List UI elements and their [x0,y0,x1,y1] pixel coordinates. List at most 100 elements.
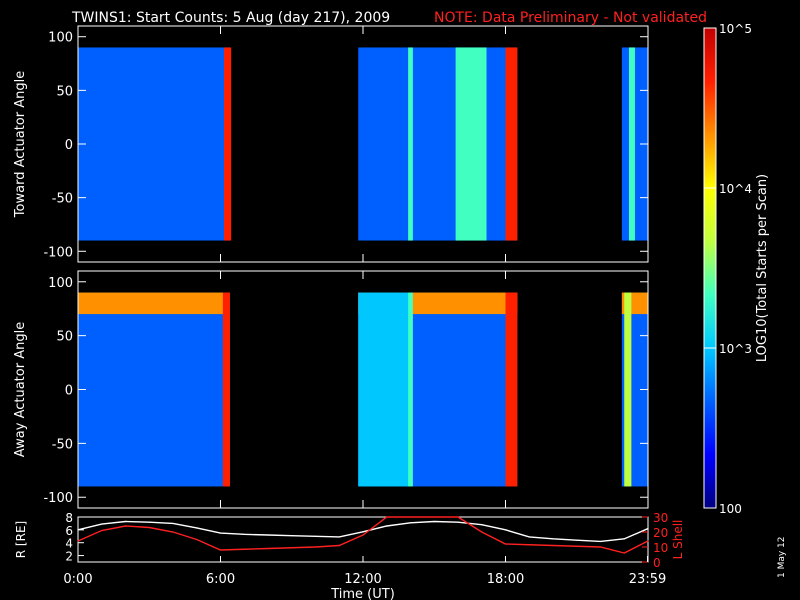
orbit-point-1-20 [599,546,602,548]
orbit-point-0-22 [599,540,602,543]
ytick-label-toward-0: 100 [48,31,73,46]
orbit-point-1-10 [314,546,317,548]
ytick-label-away-3: -50 [52,437,73,452]
time-tick-label-4: 23:59 [629,572,666,587]
colorbar-tick-label-1: 10^4 [719,182,752,196]
orbit-point-1-9 [291,547,293,549]
orbit-point-1-17 [528,544,530,546]
count-band-toward-1 [408,47,413,241]
orbit-point-1-13 [386,516,388,518]
colorbar-tick-label-2: 10^3 [719,342,752,356]
orbit-point-1-2 [124,525,127,527]
chart-title: TWINS1: Start Counts: 5 Aug (day 217), 2… [71,10,390,26]
colorbar-tick-label-3: 100 [719,502,742,516]
orbit-point-0-1 [101,523,103,525]
orbit-point-1-19 [576,545,578,547]
orbit-ytick-label-left-1: 6 [65,524,73,538]
ytick-label-toward-3: -50 [52,192,73,207]
orbit-point-1-1 [101,529,103,532]
orbit-point-0-3 [148,521,150,523]
data-block-toward-0 [78,47,230,241]
orbit-point-1-5 [196,538,198,541]
count-band-away-0 [222,292,230,487]
orbit-ytick-label-right-1: 20 [653,526,668,540]
count-band-away-4 [624,292,632,487]
ytick-label-away-2: 0 [65,384,73,399]
orbit-point-0-17 [481,524,483,526]
orbit-point-1-11 [338,544,340,547]
top-band-away-0 [78,292,230,315]
orbit-ytick-label-right-0: 30 [653,511,668,525]
colorbar-label: LOG10(Total Starts per Scan) [755,174,770,362]
orbit-point-1-8 [267,547,269,550]
orbit-ylabel-left: R [RE] [14,521,28,558]
count-band-away-1 [358,292,411,487]
count-band-away-3 [505,292,518,487]
orbit-point-1-3 [148,526,150,529]
data-block-toward-1 [358,47,518,241]
orbit-point-0-20 [552,538,554,540]
time-axis-label: Time (UT) [330,587,395,600]
ytick-label-toward-2: 0 [65,138,73,153]
ytick-label-away-4: -100 [43,491,73,506]
colorbar-tick-label-0: 10^5 [719,22,752,36]
orbit-point-1-6 [219,549,222,551]
orbit-point-0-2 [124,520,127,523]
orbit-point-1-0 [77,540,79,542]
orbit-point-0-11 [338,536,340,538]
count-band-toward-3 [505,47,518,241]
orbit-point-0-5 [196,527,198,529]
count-band-toward-0 [224,47,232,241]
orbit-ytick-label-left-3: 2 [65,550,73,564]
count-band-away-2 [408,292,413,487]
orbit-ytick-label-left-2: 4 [65,537,73,551]
orbit-point-0-4 [172,522,174,525]
time-tick-label-0: 0:00 [63,572,92,587]
orbit-point-0-8 [267,534,269,536]
orbit-point-0-12 [362,531,364,533]
orbit-point-0-7 [243,533,245,535]
ytick-label-away-0: 100 [48,276,73,291]
orbit-ytick-label-left-0: 8 [65,511,73,525]
orbit-ylabel-right: L Shell [671,520,685,560]
orbit-point-0-24 [647,527,649,530]
orbit-point-1-14 [457,516,459,518]
ylabel-toward: Toward Actuator Angle [13,71,28,218]
orbit-point-0-18 [504,529,507,531]
preliminary-note: NOTE: Data Preliminary - Not validated [434,10,707,26]
time-tick-label-2: 12:00 [344,572,381,587]
count-band-toward-4 [629,47,635,241]
orbit-point-1-16 [504,543,507,545]
orbit-point-1-22 [647,540,649,542]
time-tick-label-1: 6:00 [206,572,235,587]
orbit-point-0-23 [623,538,625,540]
ytick-label-toward-1: 50 [56,84,73,99]
orbit-point-1-21 [623,552,625,554]
orbit-point-1-15 [481,531,483,533]
time-tick-label-3: 18:00 [487,572,524,587]
generation-date: 1 May 12 [777,536,787,578]
orbit-point-0-21 [576,539,578,541]
orbit-point-1-7 [243,548,245,550]
orbit-point-0-13 [386,525,388,527]
orbit-point-0-19 [528,536,530,538]
orbit-point-0-6 [219,532,222,534]
orbit-point-1-12 [362,534,364,536]
orbit-ytick-label-right-3: 0 [653,556,661,570]
orbit-point-0-9 [291,535,293,537]
count-band-toward-2 [455,47,487,241]
ylabel-away: Away Actuator Angle [13,322,28,457]
orbit-point-1-4 [172,531,174,533]
orbit-point-0-16 [457,521,459,523]
orbit-point-0-14 [409,522,412,524]
colorbar [703,27,717,509]
orbit-point-0-10 [314,535,317,537]
data-block-away-0 [78,292,230,487]
ytick-label-away-1: 50 [56,330,73,345]
orbit-point-1-18 [552,544,554,547]
ytick-label-toward-4: -100 [43,245,73,260]
orbit-ytick-label-right-2: 10 [653,541,668,555]
orbit-point-0-15 [433,520,435,523]
